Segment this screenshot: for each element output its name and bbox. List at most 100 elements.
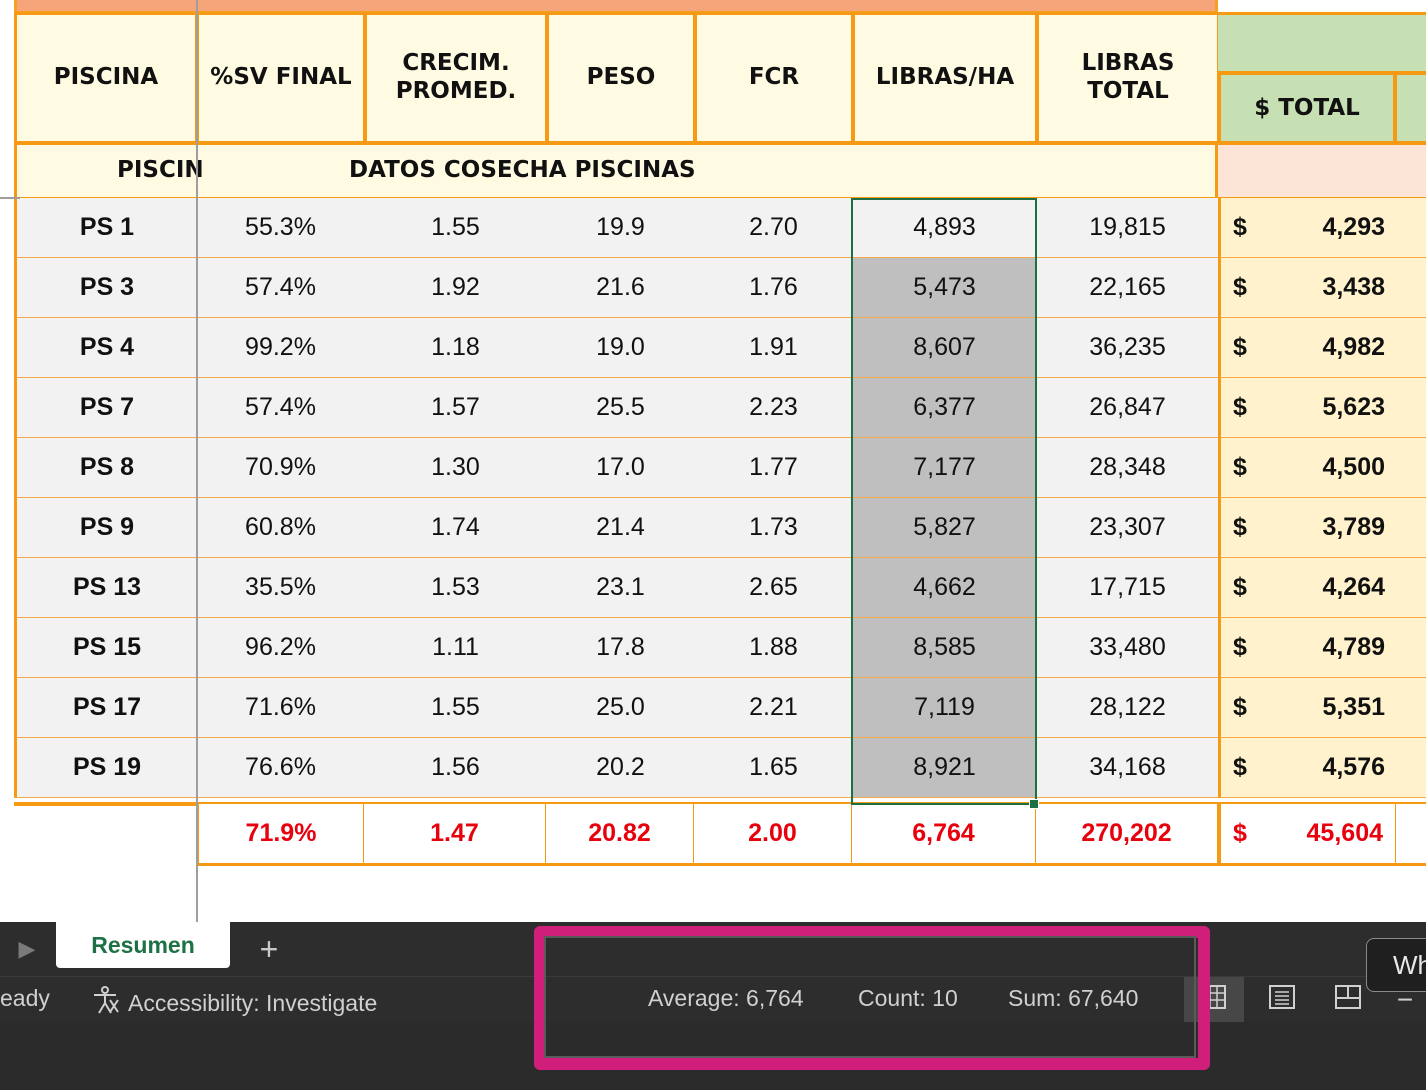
cell-total[interactable]: $3,438 <box>1218 258 1398 318</box>
cell-name[interactable]: PS 1 <box>14 198 198 258</box>
cell-fcr[interactable]: 2.65 <box>694 558 854 618</box>
cell-libras-ha[interactable]: 5,473 <box>852 258 1038 318</box>
header-crecim[interactable]: CRECIM. PROMED. <box>364 12 548 144</box>
cell-total[interactable]: $4,500 <box>1218 438 1398 498</box>
header-piscina[interactable]: PISCINA <box>14 12 198 144</box>
cell-crecim[interactable]: 1.53 <box>364 558 548 618</box>
add-sheet-button[interactable]: + <box>259 930 279 967</box>
cell-crecim[interactable]: 1.57 <box>364 378 548 438</box>
cell-peso[interactable]: 25.0 <box>546 678 696 738</box>
fill-handle[interactable] <box>1029 799 1039 809</box>
cell-sv[interactable]: 55.3% <box>196 198 366 258</box>
cell-total[interactable]: $4,576 <box>1218 738 1398 798</box>
subtitle-row[interactable]: PISCIN DATOS COSECHA PISCINAS <box>14 142 1218 200</box>
cell-next-column[interactable] <box>1396 498 1426 558</box>
cell-name[interactable]: PS 17 <box>14 678 198 738</box>
cell-sv[interactable]: 57.4% <box>196 258 366 318</box>
page-layout-view-button[interactable] <box>1252 977 1312 1023</box>
cell-peso[interactable]: 17.0 <box>546 438 696 498</box>
subtitle-right-cell[interactable] <box>1218 142 1426 200</box>
total-fcr[interactable]: 2.00 <box>694 804 854 866</box>
cell-fcr[interactable]: 2.21 <box>694 678 854 738</box>
cell-next-column[interactable] <box>1396 558 1426 618</box>
cell-libras-total[interactable]: 28,348 <box>1036 438 1220 498</box>
cell-total[interactable]: $5,351 <box>1218 678 1398 738</box>
total-crecim[interactable]: 1.47 <box>364 804 548 866</box>
cell-sv[interactable]: 57.4% <box>196 378 366 438</box>
header-libras-ha[interactable]: LIBRAS/HA <box>852 12 1038 144</box>
cell-fcr[interactable]: 2.70 <box>694 198 854 258</box>
cell-libras-ha[interactable]: 8,585 <box>852 618 1038 678</box>
cell-name[interactable]: PS 4 <box>14 318 198 378</box>
header-libras-total[interactable]: LIBRAS TOTAL <box>1036 12 1220 144</box>
cell-next-column[interactable] <box>1396 738 1426 798</box>
cell-name[interactable]: PS 19 <box>14 738 198 798</box>
cell-libras-total[interactable]: 23,307 <box>1036 498 1220 558</box>
cell-fcr[interactable]: 1.88 <box>694 618 854 678</box>
cell-libras-ha[interactable]: 4,662 <box>852 558 1038 618</box>
green-group-header[interactable] <box>1218 12 1426 74</box>
cell-sv[interactable]: 71.6% <box>196 678 366 738</box>
cell-sv[interactable]: 35.5% <box>196 558 366 618</box>
cell-sv[interactable]: 60.8% <box>196 498 366 558</box>
cell-name[interactable]: PS 13 <box>14 558 198 618</box>
cell-fcr[interactable]: 1.76 <box>694 258 854 318</box>
cell-crecim[interactable]: 1.56 <box>364 738 548 798</box>
header-next-column[interactable] <box>1394 72 1426 144</box>
cell-fcr[interactable]: 1.73 <box>694 498 854 558</box>
cell-crecim[interactable]: 1.30 <box>364 438 548 498</box>
cell-crecim[interactable]: 1.74 <box>364 498 548 558</box>
header-peso[interactable]: PESO <box>546 12 696 144</box>
total-libras-total[interactable]: 270,202 <box>1036 804 1220 866</box>
tab-resumen[interactable]: Resumen <box>56 922 230 968</box>
header-sv-final[interactable]: %SV FINAL <box>196 12 366 144</box>
status-count[interactable]: Count: 10 <box>858 985 958 1011</box>
cell-name[interactable]: PS 3 <box>14 258 198 318</box>
cell-peso[interactable]: 21.4 <box>546 498 696 558</box>
cell-fcr[interactable]: 1.77 <box>694 438 854 498</box>
cell-next-column[interactable] <box>1396 378 1426 438</box>
cell-sv[interactable]: 99.2% <box>196 318 366 378</box>
header-total[interactable]: $ TOTAL <box>1218 72 1396 144</box>
cell-total[interactable]: $4,293 <box>1218 198 1398 258</box>
total-sv[interactable]: 71.9% <box>196 804 366 866</box>
cell-peso[interactable]: 19.0 <box>546 318 696 378</box>
cell-total[interactable]: $4,789 <box>1218 618 1398 678</box>
cell-fcr[interactable]: 1.65 <box>694 738 854 798</box>
cell-next-column[interactable] <box>1396 618 1426 678</box>
cell-peso[interactable]: 25.5 <box>546 378 696 438</box>
frozen-pane-divider-horizontal[interactable] <box>0 197 20 199</box>
cell-next-column[interactable] <box>1396 258 1426 318</box>
cell-peso[interactable]: 20.2 <box>546 738 696 798</box>
cell-sv[interactable]: 70.9% <box>196 438 366 498</box>
cell-crecim[interactable]: 1.55 <box>364 678 548 738</box>
cell-libras-total[interactable]: 22,165 <box>1036 258 1220 318</box>
cell-crecim[interactable]: 1.11 <box>364 618 548 678</box>
cell-peso[interactable]: 23.1 <box>546 558 696 618</box>
cell-libras-total[interactable]: 28,122 <box>1036 678 1220 738</box>
cell-next-column[interactable] <box>1396 198 1426 258</box>
cell-total[interactable]: $4,264 <box>1218 558 1398 618</box>
cell-libras-total[interactable]: 36,235 <box>1036 318 1220 378</box>
cell-libras-total[interactable]: 26,847 <box>1036 378 1220 438</box>
cell-libras-ha[interactable]: 8,607 <box>852 318 1038 378</box>
cell-crecim[interactable]: 1.18 <box>364 318 548 378</box>
cell-libras-ha[interactable]: 7,177 <box>852 438 1038 498</box>
tooltip-button[interactable]: Wh <box>1366 938 1426 992</box>
total-money[interactable]: $ 45,604 <box>1218 804 1398 866</box>
page-break-view-button[interactable] <box>1318 977 1378 1023</box>
cell-libras-total[interactable]: 17,715 <box>1036 558 1220 618</box>
cell-fcr[interactable]: 1.91 <box>694 318 854 378</box>
cell-peso[interactable]: 17.8 <box>546 618 696 678</box>
cell-fcr[interactable]: 2.23 <box>694 378 854 438</box>
total-next-column[interactable] <box>1396 804 1426 866</box>
cell-crecim[interactable]: 1.92 <box>364 258 548 318</box>
cell-peso[interactable]: 19.9 <box>546 198 696 258</box>
cell-libras-ha[interactable]: 7,119 <box>852 678 1038 738</box>
tab-scroll-right-icon[interactable]: ▶ <box>18 936 36 961</box>
cell-name[interactable]: PS 15 <box>14 618 198 678</box>
cell-crecim[interactable]: 1.55 <box>364 198 548 258</box>
status-sum[interactable]: Sum: 67,640 <box>1008 985 1139 1011</box>
cell-name[interactable]: PS 9 <box>14 498 198 558</box>
cell-next-column[interactable] <box>1396 318 1426 378</box>
